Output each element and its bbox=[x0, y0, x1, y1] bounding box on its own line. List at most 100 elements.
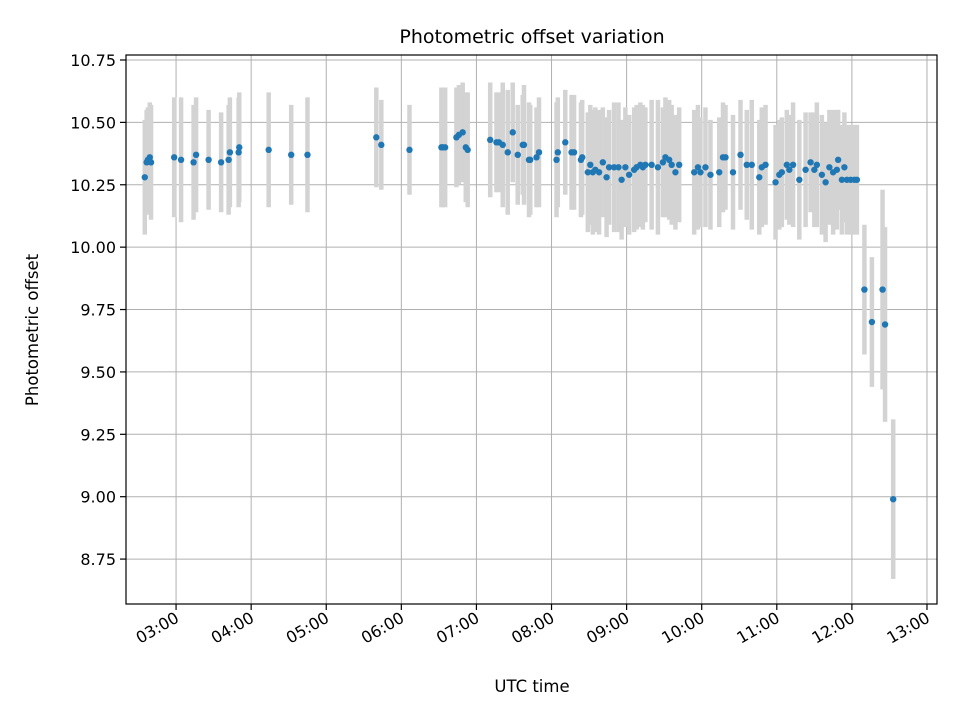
data-point bbox=[190, 159, 197, 166]
data-point bbox=[520, 141, 528, 149]
data-point bbox=[762, 161, 769, 168]
data-point bbox=[304, 151, 311, 159]
data-point bbox=[807, 159, 814, 166]
y-tick-label: 9.25 bbox=[80, 425, 116, 444]
y-axis-label: Photometric offset bbox=[23, 253, 42, 406]
data-points bbox=[141, 129, 897, 503]
data-point bbox=[756, 174, 763, 181]
data-point bbox=[570, 149, 578, 156]
data-point bbox=[722, 154, 729, 161]
data-point bbox=[441, 144, 449, 151]
data-point bbox=[889, 495, 897, 503]
data-point bbox=[177, 156, 185, 164]
data-point bbox=[615, 164, 622, 171]
data-point bbox=[861, 286, 868, 293]
data-point bbox=[226, 149, 234, 156]
data-point bbox=[834, 156, 842, 164]
data-point bbox=[205, 156, 212, 164]
data-point bbox=[605, 164, 613, 171]
data-point bbox=[225, 156, 232, 164]
data-point bbox=[868, 318, 876, 326]
data-point bbox=[603, 174, 610, 181]
data-point bbox=[668, 161, 675, 168]
data-point bbox=[691, 169, 698, 176]
data-point bbox=[265, 146, 272, 154]
data-point bbox=[562, 139, 569, 146]
data-point bbox=[665, 156, 673, 164]
data-point bbox=[654, 164, 662, 171]
data-point bbox=[288, 151, 295, 159]
data-point bbox=[584, 169, 592, 176]
data-point bbox=[707, 171, 714, 178]
data-point bbox=[373, 134, 380, 141]
data-point bbox=[702, 164, 709, 171]
data-point bbox=[554, 149, 561, 156]
data-point bbox=[217, 159, 225, 166]
data-point bbox=[822, 179, 829, 186]
x-axis-label: UTC time bbox=[494, 677, 569, 696]
data-point bbox=[818, 171, 826, 178]
data-point bbox=[743, 161, 750, 168]
data-point bbox=[486, 136, 494, 144]
data-point bbox=[697, 169, 704, 176]
data-point bbox=[192, 151, 200, 159]
data-point bbox=[737, 151, 744, 159]
data-point bbox=[625, 171, 633, 178]
y-axis-ticks: 8.75 9.00 9.25 9.50 9.75 10.00 10.25 10.50 10.75 bbox=[70, 51, 126, 569]
data-point bbox=[833, 166, 841, 173]
data-point bbox=[499, 141, 506, 149]
data-point bbox=[378, 141, 385, 149]
data-point bbox=[802, 166, 809, 173]
data-point bbox=[553, 156, 560, 164]
data-point bbox=[595, 169, 603, 176]
data-point bbox=[514, 151, 521, 159]
data-point bbox=[748, 161, 755, 168]
data-point bbox=[796, 176, 803, 183]
data-point bbox=[599, 159, 607, 166]
data-point bbox=[464, 146, 471, 154]
plot-frame bbox=[125, 54, 938, 605]
data-point bbox=[147, 159, 155, 166]
data-point bbox=[675, 161, 683, 168]
data-point bbox=[716, 169, 723, 176]
data-point bbox=[853, 176, 861, 183]
data-point bbox=[587, 161, 594, 168]
data-point bbox=[527, 156, 534, 164]
data-point bbox=[789, 161, 797, 168]
data-point bbox=[786, 166, 793, 173]
data-point bbox=[642, 161, 649, 168]
data-point bbox=[648, 161, 655, 168]
data-point bbox=[622, 164, 629, 171]
data-point bbox=[406, 146, 413, 154]
data-point bbox=[141, 174, 148, 181]
data-point bbox=[146, 154, 153, 161]
data-point bbox=[610, 164, 618, 171]
data-point bbox=[778, 169, 786, 176]
data-point bbox=[841, 164, 848, 171]
data-point bbox=[826, 164, 833, 171]
data-point bbox=[535, 149, 543, 156]
data-point bbox=[236, 144, 243, 151]
data-point bbox=[659, 159, 667, 166]
chart-title: Photometric offset variation bbox=[399, 26, 664, 48]
y-tick-label: 10.00 bbox=[70, 238, 116, 257]
data-point bbox=[783, 161, 791, 168]
data-point bbox=[509, 129, 516, 136]
data-point bbox=[459, 129, 466, 136]
data-point bbox=[694, 164, 702, 171]
y-tick-label: 8.75 bbox=[80, 550, 116, 569]
data-point bbox=[170, 154, 178, 161]
y-tick-label: 10.25 bbox=[70, 176, 116, 195]
data-point bbox=[838, 176, 846, 183]
y-tick-label: 9.75 bbox=[80, 301, 116, 320]
data-point bbox=[811, 166, 818, 173]
data-point bbox=[772, 179, 779, 186]
data-point bbox=[881, 321, 889, 328]
data-point bbox=[235, 149, 242, 156]
y-tick-label: 10.75 bbox=[70, 51, 116, 70]
data-point bbox=[578, 154, 586, 161]
data-point bbox=[504, 149, 511, 156]
data-point bbox=[729, 169, 737, 176]
y-tick-label: 10.50 bbox=[70, 113, 116, 132]
